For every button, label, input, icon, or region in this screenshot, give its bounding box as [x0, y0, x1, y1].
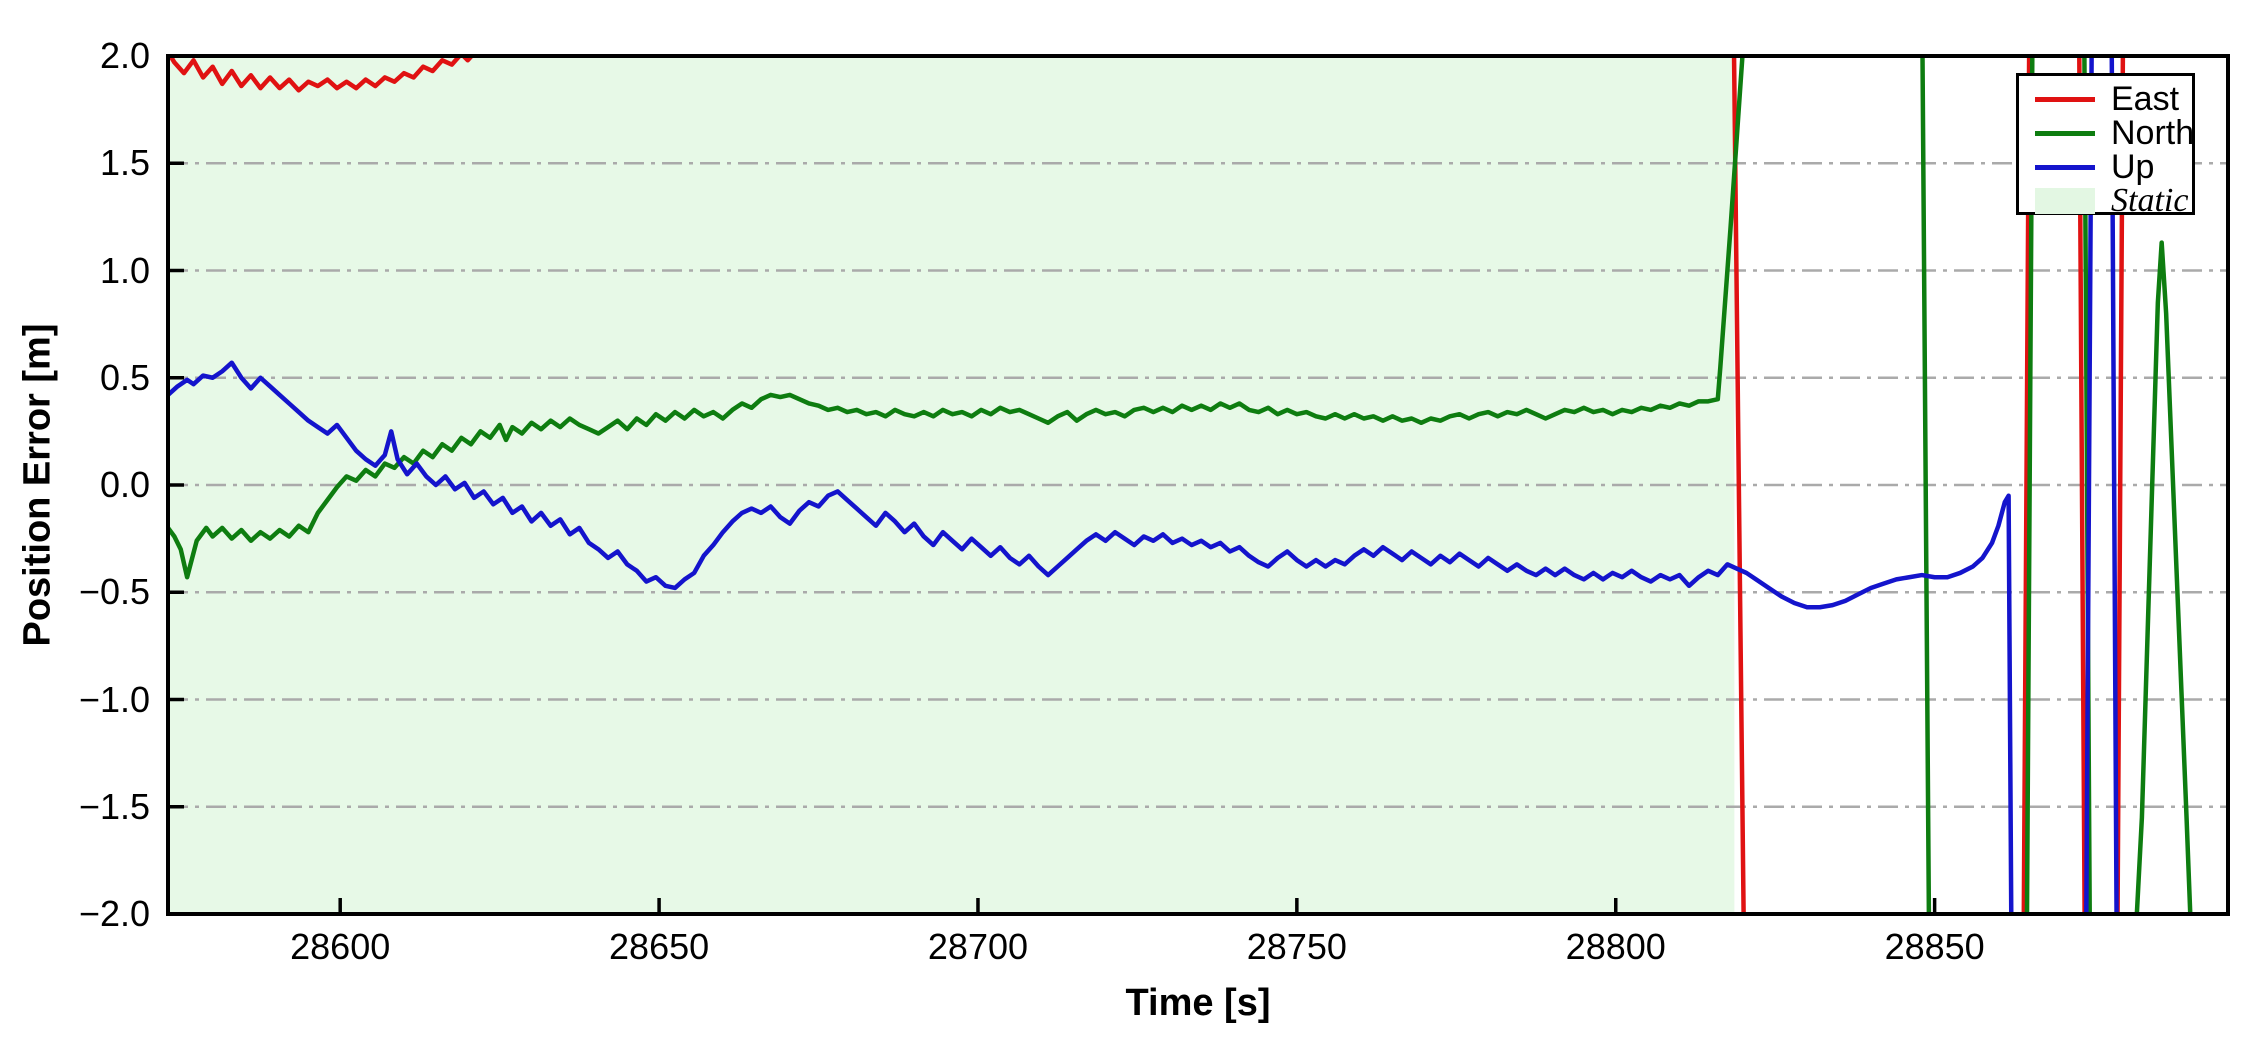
- y-axis-title: Position Error [m]: [16, 323, 59, 647]
- x-tick-label: 28800: [1565, 926, 1666, 967]
- series-up-line: [168, 56, 2119, 914]
- series-lines: [168, 56, 2193, 914]
- y-tick-label: 1.0: [99, 249, 150, 291]
- x-tick-label: 28650: [609, 926, 710, 967]
- y-tick-label: −1.5: [78, 785, 150, 827]
- y-tick-label: 1.5: [99, 142, 150, 184]
- legend-label: Static: [2111, 182, 2189, 219]
- x-axis-title: Time [s]: [1125, 982, 1271, 1024]
- gridlines: [168, 162, 2228, 808]
- y-tick-label: −2.0: [78, 893, 150, 934]
- y-tick-label: 2.0: [99, 35, 150, 76]
- x-tick-label: 28700: [927, 926, 1029, 967]
- legend-item-north: North: [2035, 116, 2194, 150]
- x-tick-label: 28850: [1884, 926, 1985, 967]
- x-tick-label: 28600: [290, 926, 391, 967]
- legend-swatch-static: [2035, 188, 2095, 214]
- series-north-line: [168, 56, 2193, 914]
- y-tick-label: −0.5: [78, 571, 150, 613]
- legend: East North Up Static: [2016, 73, 2195, 218]
- legend-label: North: [2111, 114, 2195, 152]
- legend-item-up: Up: [2035, 150, 2182, 184]
- legend-label: Up: [2111, 148, 2155, 186]
- axis-tick-marks: [168, 54, 1937, 916]
- x-tick-label: 28750: [1246, 926, 1347, 967]
- y-tick-label: 0.5: [99, 356, 150, 398]
- legend-item-static: Static: [2035, 184, 2188, 218]
- y-tick-label: 0.0: [99, 464, 150, 505]
- legend-swatch-up: [2035, 164, 2095, 170]
- legend-swatch-east: [2035, 96, 2095, 102]
- legend-label: East: [2111, 80, 2180, 118]
- y-tick-label: −1.0: [78, 678, 150, 720]
- legend-item-east: East: [2035, 82, 2182, 116]
- legend-swatch-north: [2035, 130, 2095, 136]
- series-east-line: [168, 56, 2126, 914]
